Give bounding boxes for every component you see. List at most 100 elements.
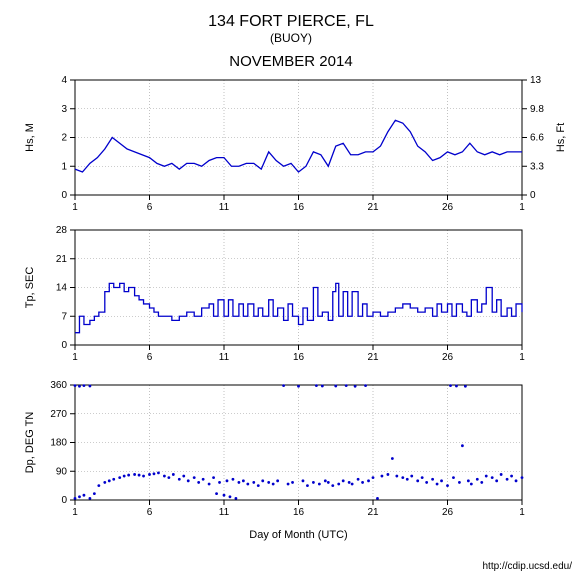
dp-series	[461, 444, 464, 447]
dp-series	[89, 385, 92, 388]
xtick-label: 16	[293, 352, 305, 363]
dp-series	[163, 475, 166, 478]
dp-series	[318, 483, 321, 486]
ytick-label: 180	[50, 438, 67, 449]
xtick-label: 26	[442, 352, 454, 363]
dp-series	[78, 495, 81, 498]
station-title: 134 FORT PIERCE, FL	[208, 13, 374, 30]
dp-series	[238, 481, 241, 484]
dp-series	[223, 494, 226, 497]
xtick-label: 1	[519, 352, 525, 363]
xtick-label: 1	[72, 202, 78, 213]
dp-series	[187, 479, 190, 482]
dp-series	[246, 483, 249, 486]
dp-series	[455, 385, 458, 388]
dp-series	[515, 479, 518, 482]
ytick-label: 14	[56, 283, 68, 294]
x-axis-label: Day of Month (UTC)	[249, 529, 347, 541]
dp-series	[364, 384, 367, 387]
ytick-label-r: 0	[530, 190, 536, 201]
ytick-label-r: 3.3	[530, 161, 544, 172]
dp-series	[406, 478, 409, 481]
dp-series	[440, 479, 443, 482]
station-subtitle: (BUOY)	[270, 31, 312, 45]
dp-series	[291, 481, 294, 484]
dp-series	[436, 483, 439, 486]
dp-series	[172, 473, 175, 476]
dp-series	[157, 471, 160, 474]
dp-series	[458, 481, 461, 484]
ytick-label: 90	[56, 466, 68, 477]
xtick-label: 6	[147, 352, 153, 363]
dp-series	[324, 479, 327, 482]
xtick-label: 16	[293, 202, 305, 213]
dp-series	[302, 479, 305, 482]
y-axis-label: Tp, SEC	[24, 267, 36, 309]
dp-series	[103, 481, 106, 484]
xtick-label: 11	[219, 352, 230, 363]
xtick-label: 21	[367, 202, 379, 213]
dp-series	[167, 476, 170, 479]
dp-series	[306, 484, 309, 487]
xtick-label: 21	[367, 352, 379, 363]
dp-series	[351, 483, 354, 486]
ytick-label: 360	[50, 380, 67, 391]
dp-series	[334, 385, 337, 388]
dp-series	[232, 478, 235, 481]
y-axis-label: Dp, DEG TN	[24, 412, 36, 474]
dp-series	[267, 481, 270, 484]
xtick-label: 1	[519, 202, 525, 213]
dp-series	[112, 478, 115, 481]
xtick-label: 16	[293, 507, 305, 518]
dp-series	[123, 475, 126, 478]
dp-series	[138, 474, 141, 477]
dp-series	[410, 475, 413, 478]
dp-series	[93, 492, 96, 495]
dp-series	[202, 478, 205, 481]
dp-series	[425, 481, 428, 484]
dp-series	[470, 483, 473, 486]
xtick-label: 26	[442, 507, 454, 518]
ytick-label: 0	[61, 495, 67, 506]
dp-series	[252, 481, 255, 484]
ytick-label: 0	[61, 340, 67, 351]
dp-series	[257, 484, 260, 487]
dp-series	[229, 495, 232, 498]
dp-series	[401, 476, 404, 479]
dp-series	[218, 481, 221, 484]
dp-series	[297, 385, 300, 388]
dp-series	[361, 481, 364, 484]
dp-series	[108, 479, 111, 482]
dp-series	[276, 479, 279, 482]
xtick-label: 6	[147, 202, 153, 213]
xtick-label: 11	[219, 202, 230, 213]
xtick-label: 1	[72, 507, 78, 518]
ytick-label: 7	[61, 311, 67, 322]
ytick-label-r: 9.8	[530, 104, 544, 115]
dp-series	[391, 457, 394, 460]
dp-series	[506, 478, 509, 481]
dp-series	[521, 476, 524, 479]
xtick-label: 26	[442, 202, 454, 213]
dp-series	[178, 478, 181, 481]
dp-series	[357, 478, 360, 481]
ytick-label: 28	[56, 225, 68, 236]
y-axis-label: Hs, M	[24, 123, 36, 152]
ytick-label: 3	[61, 104, 67, 115]
dp-series	[83, 494, 86, 497]
dp-series	[133, 473, 136, 476]
dp-series	[215, 492, 218, 495]
dp-series	[272, 483, 275, 486]
dp-series	[242, 479, 245, 482]
dp-series	[387, 473, 390, 476]
ytick-label: 270	[50, 409, 67, 420]
dp-series	[118, 476, 121, 479]
dp-series	[74, 384, 77, 387]
dp-series	[421, 476, 424, 479]
dp-series	[345, 384, 348, 387]
dp-series	[226, 479, 229, 482]
dp-series	[464, 385, 467, 388]
dp-series	[182, 475, 185, 478]
dp-series	[467, 479, 470, 482]
dp-series	[287, 483, 290, 486]
